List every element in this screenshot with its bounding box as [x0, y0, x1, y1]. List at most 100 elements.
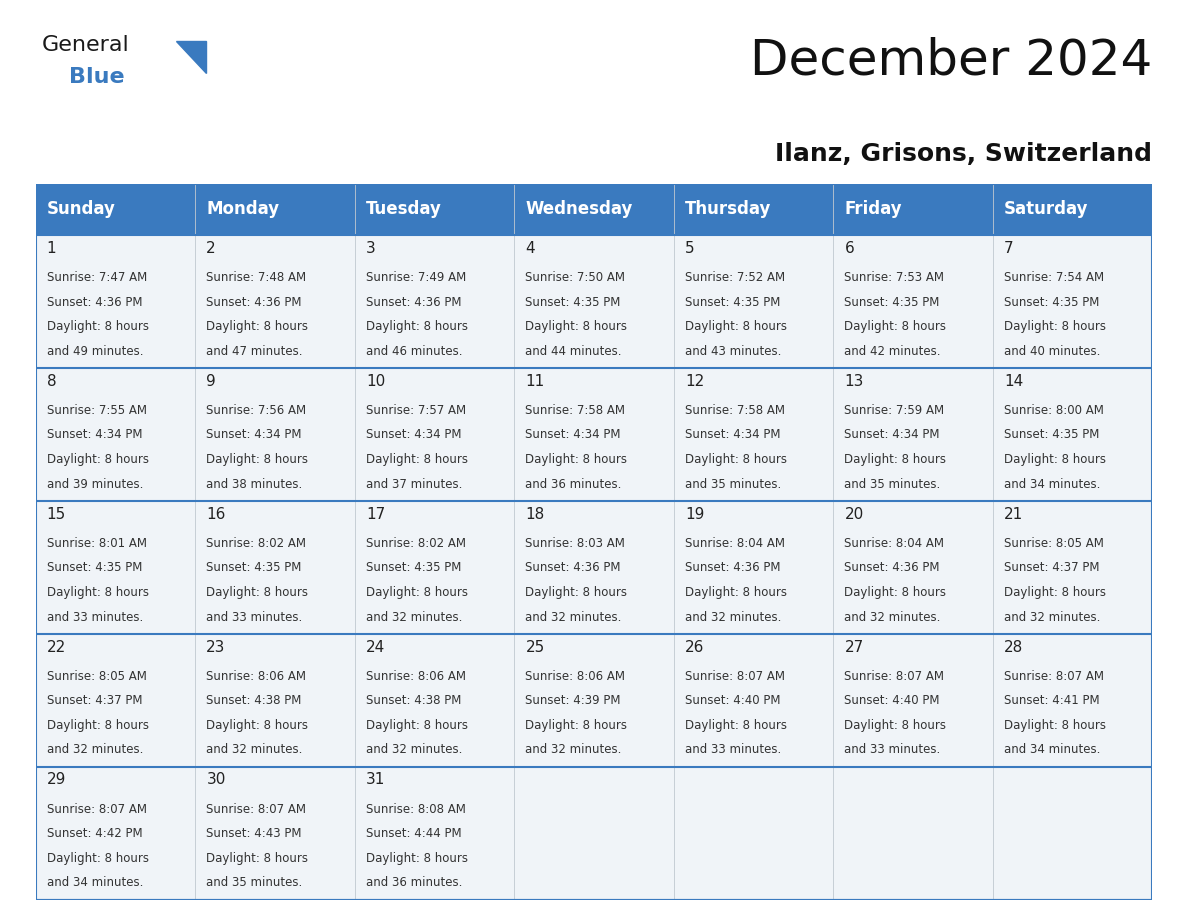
Text: 6: 6	[845, 241, 854, 256]
Text: 22: 22	[46, 640, 67, 655]
Text: 9: 9	[207, 374, 216, 389]
Text: Daylight: 8 hours: Daylight: 8 hours	[845, 719, 947, 732]
Bar	[993, 235, 1152, 368]
Text: Sunrise: 7:55 AM: Sunrise: 7:55 AM	[46, 404, 147, 417]
Text: Daylight: 8 hours: Daylight: 8 hours	[685, 320, 786, 333]
Text: Sunset: 4:38 PM: Sunset: 4:38 PM	[207, 694, 302, 707]
Text: Sunrise: 8:07 AM: Sunrise: 8:07 AM	[207, 802, 307, 815]
Text: Sunrise: 7:56 AM: Sunrise: 7:56 AM	[207, 404, 307, 417]
Bar	[993, 184, 1152, 235]
Text: Tuesday: Tuesday	[366, 200, 442, 218]
Text: Sunset: 4:40 PM: Sunset: 4:40 PM	[845, 694, 940, 707]
Text: Daylight: 8 hours: Daylight: 8 hours	[1004, 719, 1106, 732]
Text: 19: 19	[685, 507, 704, 521]
Text: Sunrise: 8:05 AM: Sunrise: 8:05 AM	[1004, 537, 1104, 550]
Text: Sunset: 4:34 PM: Sunset: 4:34 PM	[845, 429, 940, 442]
Text: Sunrise: 7:49 AM: Sunrise: 7:49 AM	[366, 271, 466, 284]
Text: Sunrise: 8:06 AM: Sunrise: 8:06 AM	[525, 669, 625, 683]
Text: Friday: Friday	[845, 200, 902, 218]
Text: Sunday: Sunday	[46, 200, 115, 218]
Text: Sunrise: 8:07 AM: Sunrise: 8:07 AM	[845, 669, 944, 683]
Text: Sunrise: 7:50 AM: Sunrise: 7:50 AM	[525, 271, 625, 284]
Text: 24: 24	[366, 640, 385, 655]
Text: and 32 minutes.: and 32 minutes.	[685, 610, 782, 623]
Text: Daylight: 8 hours: Daylight: 8 hours	[366, 719, 468, 732]
Text: and 35 minutes.: and 35 minutes.	[207, 877, 303, 890]
Text: Sunset: 4:36 PM: Sunset: 4:36 PM	[46, 296, 143, 308]
Text: Sunrise: 8:00 AM: Sunrise: 8:00 AM	[1004, 404, 1104, 417]
Text: 17: 17	[366, 507, 385, 521]
Text: Sunset: 4:34 PM: Sunset: 4:34 PM	[46, 429, 143, 442]
Text: and 49 minutes.: and 49 minutes.	[46, 345, 144, 358]
Bar	[514, 368, 674, 501]
Text: Daylight: 8 hours: Daylight: 8 hours	[845, 453, 947, 466]
Bar	[36, 184, 195, 235]
Text: Sunrise: 7:48 AM: Sunrise: 7:48 AM	[207, 271, 307, 284]
Text: 7: 7	[1004, 241, 1013, 256]
Bar	[674, 767, 833, 900]
Bar	[674, 184, 833, 235]
Text: 13: 13	[845, 374, 864, 389]
Text: Daylight: 8 hours: Daylight: 8 hours	[366, 320, 468, 333]
Text: Daylight: 8 hours: Daylight: 8 hours	[207, 586, 309, 599]
Text: Sunset: 4:36 PM: Sunset: 4:36 PM	[366, 296, 461, 308]
Text: Wednesday: Wednesday	[525, 200, 633, 218]
Bar	[355, 501, 514, 633]
Text: Sunset: 4:42 PM: Sunset: 4:42 PM	[46, 827, 143, 840]
Text: 30: 30	[207, 772, 226, 788]
Text: Sunrise: 7:53 AM: Sunrise: 7:53 AM	[845, 271, 944, 284]
Text: Sunrise: 8:06 AM: Sunrise: 8:06 AM	[366, 669, 466, 683]
Text: and 32 minutes.: and 32 minutes.	[1004, 610, 1100, 623]
Bar	[993, 368, 1152, 501]
Bar	[833, 235, 993, 368]
Text: Monday: Monday	[207, 200, 279, 218]
Bar	[833, 368, 993, 501]
Text: Daylight: 8 hours: Daylight: 8 hours	[366, 852, 468, 865]
Text: and 39 minutes.: and 39 minutes.	[46, 477, 144, 490]
Text: Daylight: 8 hours: Daylight: 8 hours	[525, 586, 627, 599]
Bar	[514, 501, 674, 633]
Text: Sunset: 4:38 PM: Sunset: 4:38 PM	[366, 694, 461, 707]
Text: and 33 minutes.: and 33 minutes.	[845, 744, 941, 756]
Text: Sunset: 4:35 PM: Sunset: 4:35 PM	[207, 561, 302, 575]
Text: 28: 28	[1004, 640, 1023, 655]
Bar	[514, 184, 674, 235]
Text: Blue: Blue	[69, 67, 125, 87]
Text: 2: 2	[207, 241, 216, 256]
Text: Sunrise: 8:07 AM: Sunrise: 8:07 AM	[685, 669, 785, 683]
Text: Sunrise: 7:59 AM: Sunrise: 7:59 AM	[845, 404, 944, 417]
Text: and 32 minutes.: and 32 minutes.	[525, 610, 621, 623]
Text: 10: 10	[366, 374, 385, 389]
Text: Sunrise: 7:58 AM: Sunrise: 7:58 AM	[525, 404, 625, 417]
Bar	[833, 501, 993, 633]
Text: 31: 31	[366, 772, 385, 788]
Text: 3: 3	[366, 241, 375, 256]
Text: Daylight: 8 hours: Daylight: 8 hours	[525, 719, 627, 732]
Bar	[195, 633, 355, 767]
Text: Daylight: 8 hours: Daylight: 8 hours	[1004, 453, 1106, 466]
Bar	[36, 368, 195, 501]
Text: 11: 11	[525, 374, 544, 389]
Text: Sunrise: 7:54 AM: Sunrise: 7:54 AM	[1004, 271, 1104, 284]
Text: and 35 minutes.: and 35 minutes.	[845, 477, 941, 490]
Text: and 32 minutes.: and 32 minutes.	[845, 610, 941, 623]
Text: 27: 27	[845, 640, 864, 655]
Text: and 32 minutes.: and 32 minutes.	[46, 744, 144, 756]
Text: Daylight: 8 hours: Daylight: 8 hours	[207, 719, 309, 732]
Bar	[36, 767, 195, 900]
Bar	[355, 368, 514, 501]
Text: Sunset: 4:37 PM: Sunset: 4:37 PM	[1004, 561, 1100, 575]
Text: and 32 minutes.: and 32 minutes.	[366, 610, 462, 623]
Bar	[195, 184, 355, 235]
Text: and 32 minutes.: and 32 minutes.	[525, 744, 621, 756]
Bar	[993, 501, 1152, 633]
Text: 20: 20	[845, 507, 864, 521]
Bar	[195, 368, 355, 501]
Text: Sunset: 4:34 PM: Sunset: 4:34 PM	[366, 429, 461, 442]
Bar	[36, 633, 195, 767]
Bar	[36, 501, 195, 633]
Text: and 37 minutes.: and 37 minutes.	[366, 477, 462, 490]
Text: Sunrise: 8:04 AM: Sunrise: 8:04 AM	[845, 537, 944, 550]
Text: Daylight: 8 hours: Daylight: 8 hours	[46, 852, 148, 865]
Text: Sunrise: 8:03 AM: Sunrise: 8:03 AM	[525, 537, 625, 550]
